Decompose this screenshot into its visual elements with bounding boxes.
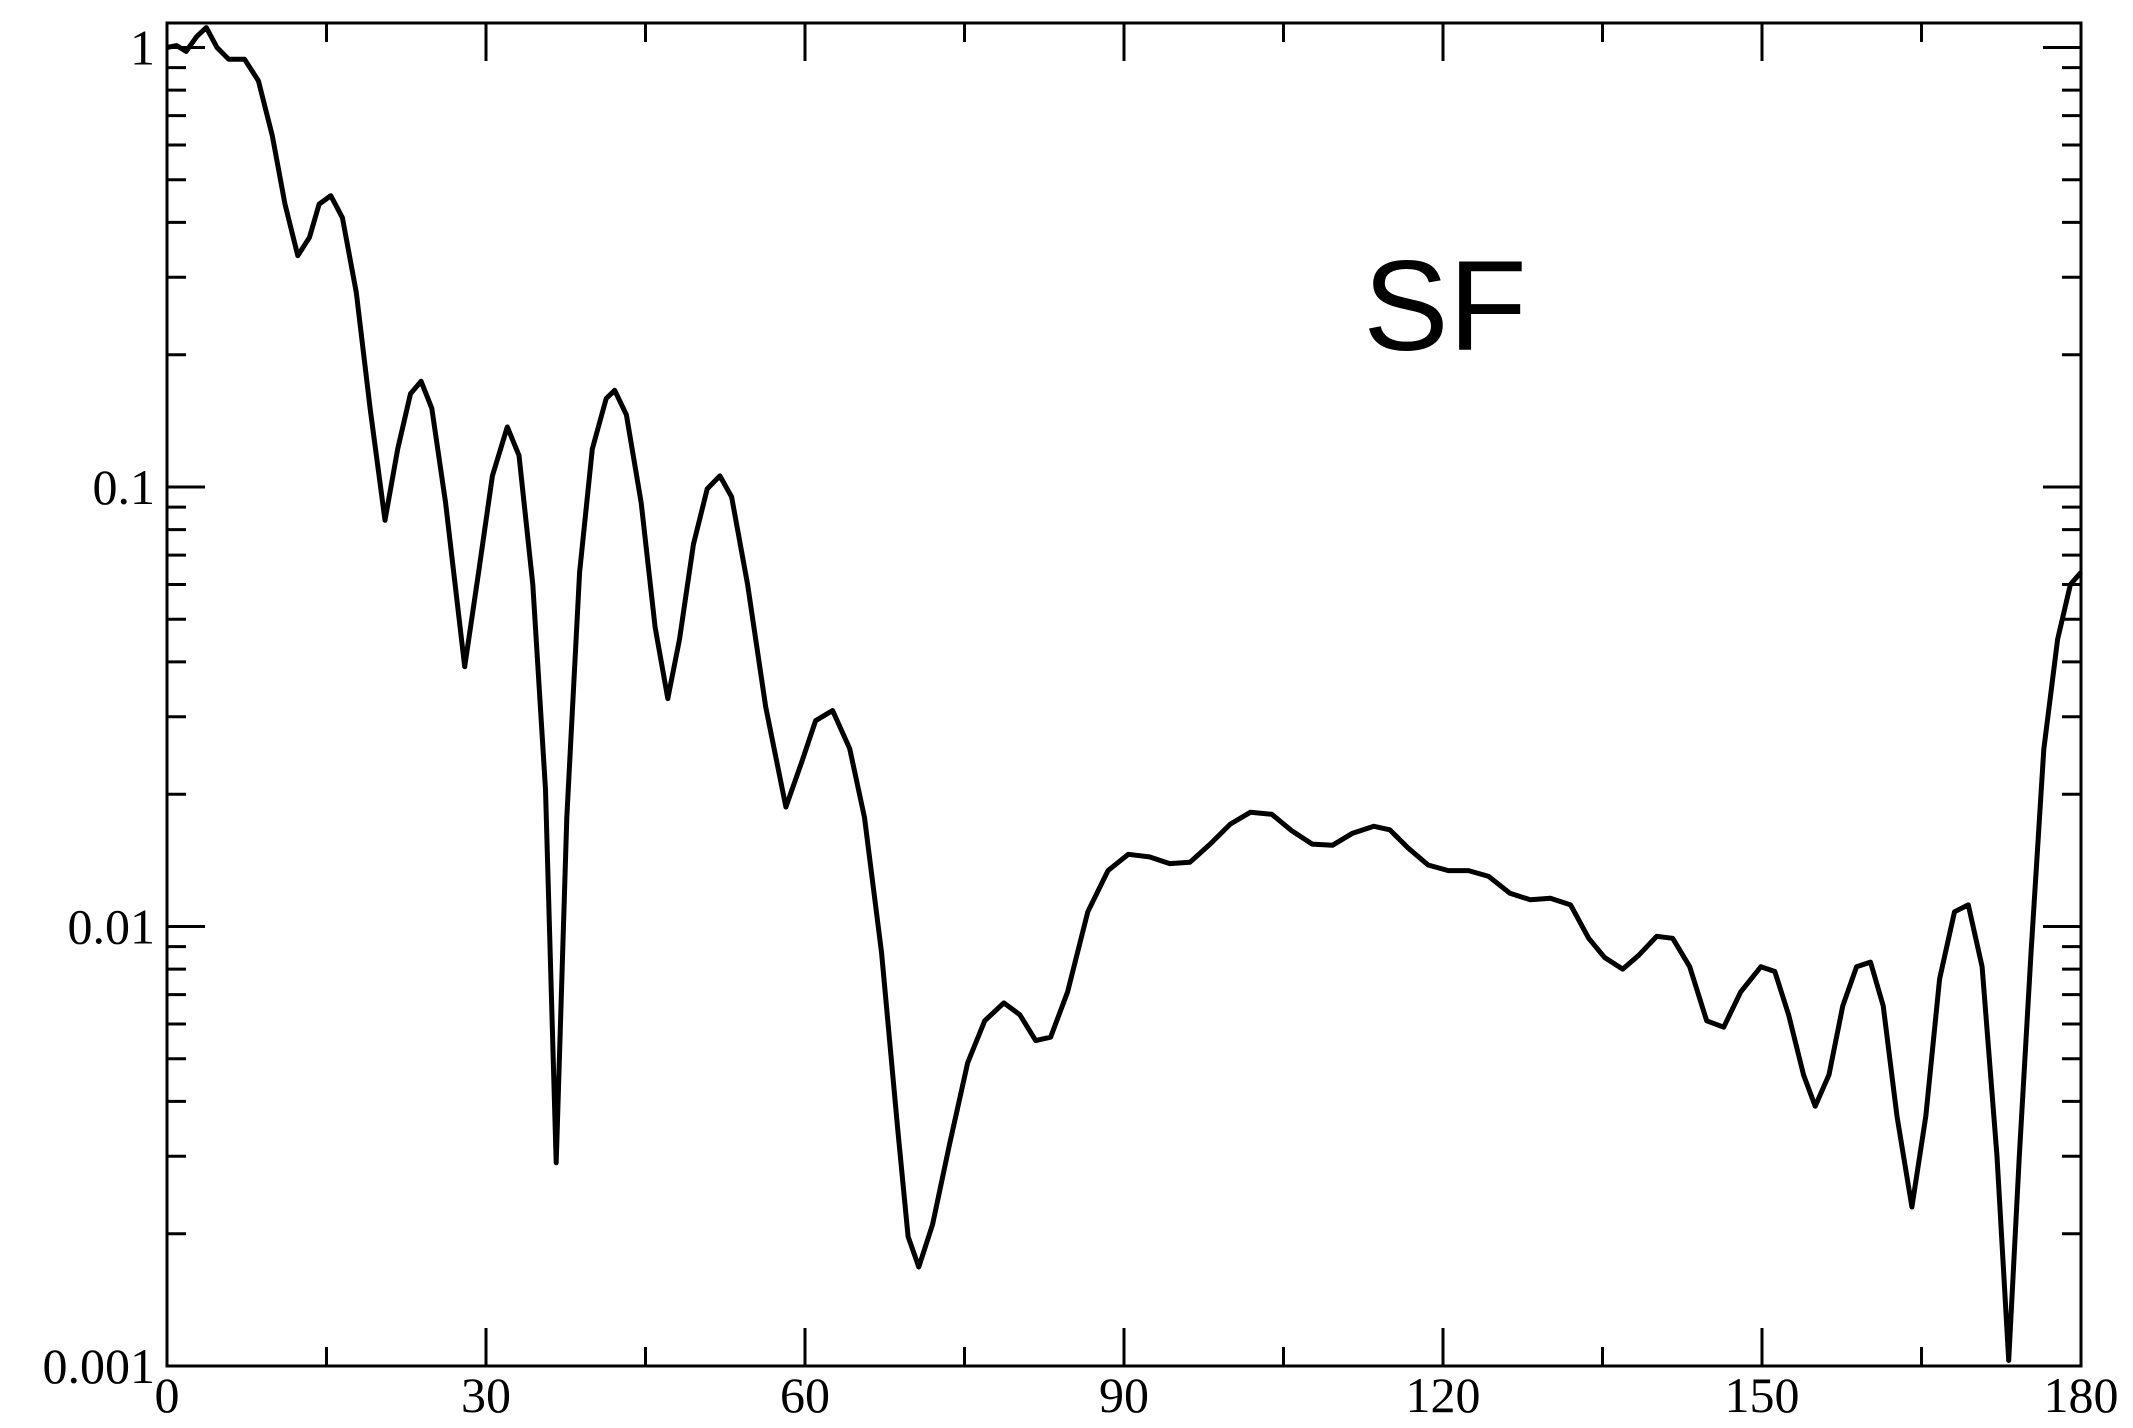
x-tick-label: 150	[1725, 1367, 1800, 1423]
x-tick-label: 90	[1099, 1367, 1149, 1423]
y-tick-label: 1	[130, 20, 155, 76]
x-tick-label: 60	[780, 1367, 830, 1423]
y-tick-label: 0.001	[43, 1338, 156, 1394]
annotation: SF	[1363, 235, 1527, 378]
data-line	[166, 25, 2083, 1363]
x-tick-label: 180	[2044, 1367, 2119, 1423]
y-tick-label: 0.1	[93, 459, 156, 515]
y-tick-label: 0.01	[68, 899, 156, 955]
x-tick-label: 0	[155, 1367, 180, 1423]
x-tick-label: 120	[1406, 1367, 1481, 1423]
plot-frame	[165, 21, 2083, 1368]
x-tick-label: 30	[461, 1367, 511, 1423]
